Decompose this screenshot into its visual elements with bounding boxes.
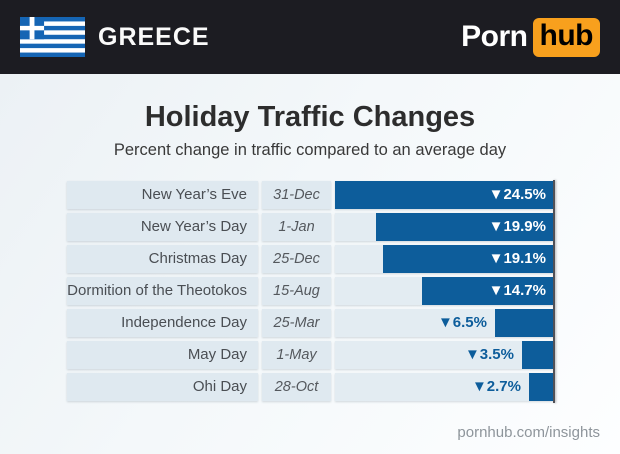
holiday-label: Independence Day	[67, 309, 258, 337]
table-row: Dormition of the Theotokos 15-Aug ▼14.7%	[67, 277, 620, 305]
bar-track: ▼2.7%	[335, 373, 553, 401]
table-row: Ohi Day 28-Oct ▼2.7%	[67, 373, 620, 401]
country-label: GREECE	[98, 22, 210, 51]
bar-track: ▼14.7%	[335, 277, 553, 305]
logo-text-hub: hub	[532, 17, 600, 57]
table-row: New Year’s Day 1-Jan ▼19.9%	[67, 213, 620, 241]
holiday-label: Dormition of the Theotokos	[67, 277, 258, 305]
chart-subtitle: Percent change in traffic compared to an…	[113, 141, 507, 159]
table-row: May Day 1-May ▼3.5%	[67, 341, 620, 369]
traffic-change-bar: ▼6.5%	[438, 309, 553, 337]
bar-track: ▼19.1%	[335, 245, 553, 273]
traffic-change-bar: ▼3.5%	[465, 341, 553, 369]
greece-flag-icon	[20, 17, 85, 57]
bar-track: ▼6.5%	[335, 309, 553, 337]
chart-card: Holiday Traffic Changes Percent change i…	[0, 74, 620, 454]
holiday-date: 1-Jan	[262, 213, 331, 241]
logo-text-porn: Porn	[461, 20, 528, 53]
holiday-date: 1-May	[262, 341, 331, 369]
holiday-label: Christmas Day	[67, 245, 258, 273]
holiday-date: 28-Oct	[262, 373, 331, 401]
holiday-label: May Day	[67, 341, 258, 369]
header-bar: GREECE Porn hub	[0, 0, 620, 74]
holiday-bar-chart: New Year’s Eve 31-Dec ▼24.5% New Year’s Day…	[0, 180, 620, 403]
holiday-label: New Year’s Eve	[67, 181, 258, 209]
value-label: ▼6.5%	[437, 314, 487, 331]
traffic-change-bar: ▼14.7%	[422, 277, 553, 305]
traffic-change-bar: ▼19.1%	[383, 245, 553, 273]
traffic-change-bar: ▼19.9%	[376, 213, 553, 241]
holiday-date: 15-Aug	[262, 277, 331, 305]
value-label: ▼3.5%	[464, 346, 514, 363]
holiday-label: New Year’s Day	[67, 213, 258, 241]
bar-track: ▼3.5%	[335, 341, 553, 369]
holiday-date: 31-Dec	[262, 181, 331, 209]
chart-title: Holiday Traffic Changes	[144, 101, 476, 133]
source-url: pornhub.com/insights	[457, 424, 600, 441]
zero-axis-line	[553, 180, 555, 403]
bar-track: ▼24.5%	[335, 181, 553, 209]
table-row: Christmas Day 25-Dec ▼19.1%	[67, 245, 620, 273]
table-row: Independence Day 25-Mar ▼6.5%	[67, 309, 620, 337]
value-label: ▼2.7%	[471, 378, 521, 395]
traffic-change-bar: ▼24.5%	[335, 181, 553, 209]
holiday-label: Ohi Day	[67, 373, 258, 401]
pornhub-logo: Porn hub	[461, 17, 600, 57]
traffic-change-bar: ▼2.7%	[472, 373, 553, 401]
table-row: New Year’s Eve 31-Dec ▼24.5%	[67, 181, 620, 209]
holiday-date: 25-Mar	[262, 309, 331, 337]
holiday-date: 25-Dec	[262, 245, 331, 273]
bar-track: ▼19.9%	[335, 213, 553, 241]
